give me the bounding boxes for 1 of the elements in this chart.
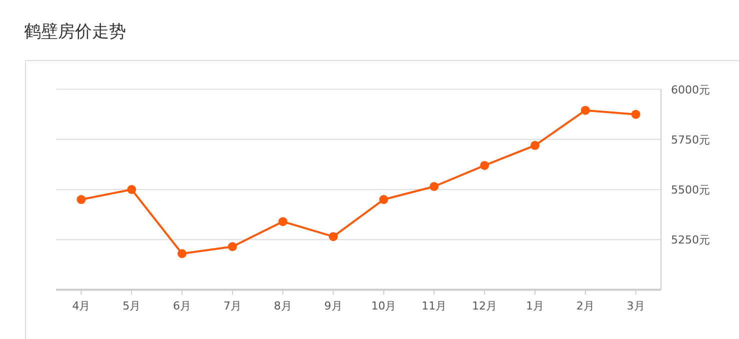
title: 鹤壁房价走势 bbox=[24, 22, 126, 42]
